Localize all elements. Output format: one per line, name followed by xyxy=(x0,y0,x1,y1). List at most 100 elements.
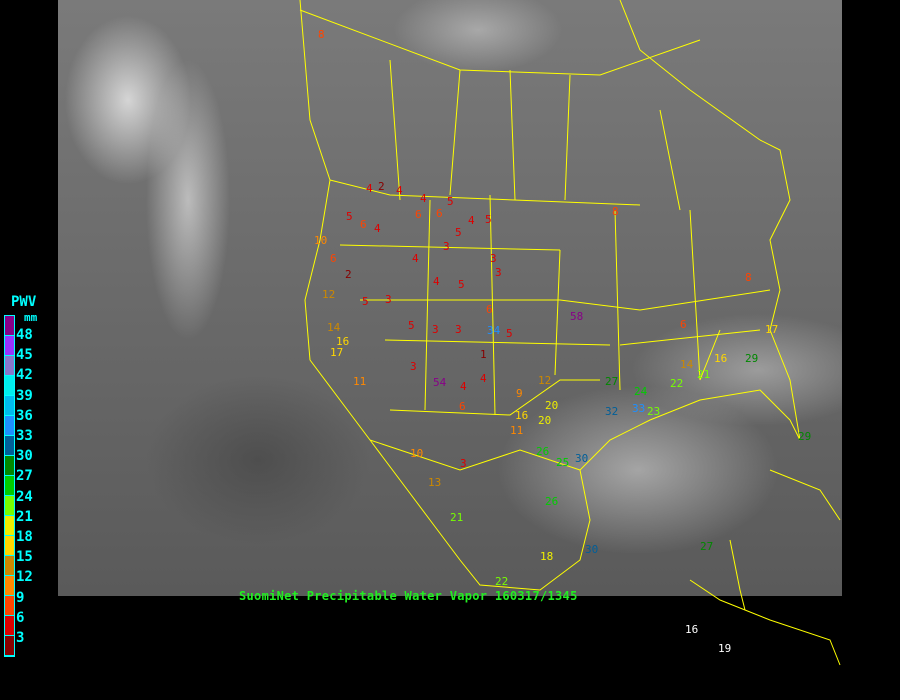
station-pwv-value: 4 xyxy=(480,372,487,385)
legend-label: 39 xyxy=(16,387,33,404)
station-pwv-value: 8 xyxy=(318,28,325,41)
station-pwv-value: 2 xyxy=(345,268,352,281)
station-pwv-value: 26 xyxy=(545,495,558,508)
legend-label: 9 xyxy=(16,589,25,606)
station-pwv-value: 5 xyxy=(458,278,465,291)
legend-label: 18 xyxy=(16,529,33,545)
station-pwv-value: 3 xyxy=(443,240,450,253)
legend-swatch xyxy=(5,556,14,576)
station-pwv-value: 4 xyxy=(412,252,419,265)
station-pwv-value: 4 xyxy=(374,222,381,235)
legend-label: 3 xyxy=(16,630,25,646)
pwv-color-legend xyxy=(4,315,15,657)
station-pwv-value: 21 xyxy=(697,368,710,381)
station-pwv-value: 14 xyxy=(680,358,694,371)
station-pwv-value: 1 xyxy=(480,348,487,361)
legend-label: 33 xyxy=(16,428,33,444)
boundary-line xyxy=(554,249,561,376)
boundary-line xyxy=(424,199,431,411)
station-pwv-value: 19 xyxy=(718,642,731,655)
station-pwv-value: 3 xyxy=(432,323,439,336)
boundary-line xyxy=(489,194,496,416)
boundary-line xyxy=(689,579,841,666)
legend-swatch xyxy=(5,596,14,616)
station-pwv-value: 4 xyxy=(433,275,440,288)
boundary-line xyxy=(619,329,761,346)
legend-label: 30 xyxy=(16,448,33,465)
boundary-line xyxy=(299,9,701,76)
boundary-line xyxy=(449,69,461,196)
station-pwv-value: 5 xyxy=(485,213,492,226)
boundary-line xyxy=(360,299,641,311)
legend-swatch xyxy=(5,316,14,336)
station-pwv-value: 5 xyxy=(346,210,353,223)
station-pwv-value: 27 xyxy=(605,375,618,388)
legend-swatch xyxy=(5,376,14,396)
station-pwv-value: 5 xyxy=(455,226,462,239)
boundary-line xyxy=(509,69,516,201)
legend-label: 21 xyxy=(16,508,33,525)
station-pwv-value: 18 xyxy=(540,550,553,563)
legend-swatch xyxy=(5,516,14,536)
legend-title: PWV xyxy=(11,294,37,310)
map-title: SuomiNet Precipitable Water Vapor 160317… xyxy=(239,589,578,603)
boundary-line xyxy=(389,379,600,416)
station-pwv-value: 17 xyxy=(330,346,343,359)
station-pwv-value: 12 xyxy=(538,374,551,387)
station-pwv-value: 14 xyxy=(327,321,341,334)
legend-label: 6 xyxy=(16,609,25,626)
legend-label: 45 xyxy=(16,347,33,364)
station-pwv-value: 3 xyxy=(410,360,417,373)
station-pwv-value: 8 xyxy=(612,205,619,218)
station-pwv-value: 29 xyxy=(745,352,758,365)
station-pwv-value: 21 xyxy=(450,511,463,524)
boundary-line xyxy=(639,289,771,311)
station-pwv-value: 22 xyxy=(495,575,508,588)
legend-swatch xyxy=(5,536,14,556)
boundary-line xyxy=(659,109,681,211)
station-pwv-value: 30 xyxy=(585,543,598,556)
legend-swatch xyxy=(5,636,14,656)
legend-label: 12 xyxy=(16,569,33,586)
legend-swatch xyxy=(5,336,14,356)
boundary-line xyxy=(689,209,721,381)
station-pwv-value: 12 xyxy=(322,288,335,301)
satellite-map xyxy=(58,0,842,596)
station-pwv-value: 17 xyxy=(765,323,778,336)
boundary-line xyxy=(369,439,581,471)
station-pwv-value: 4 xyxy=(396,184,403,197)
boundary-line xyxy=(299,0,801,591)
legend-label: 36 xyxy=(16,407,33,424)
station-pwv-value: 5 xyxy=(447,195,454,208)
station-pwv-value: 25 xyxy=(556,456,569,469)
station-pwv-value: 32 xyxy=(605,405,618,418)
legend-swatch xyxy=(5,356,14,376)
station-pwv-value: 54 xyxy=(433,376,447,389)
station-pwv-value: 20 xyxy=(538,414,551,427)
station-pwv-value: 20 xyxy=(545,399,558,412)
station-pwv-value: 6 xyxy=(330,252,337,265)
station-pwv-value: 24 xyxy=(634,385,648,398)
station-pwv-value: 6 xyxy=(415,208,422,221)
boundary-line xyxy=(339,244,561,251)
legend-swatch xyxy=(5,456,14,476)
boundary-line xyxy=(729,539,746,611)
station-pwv-value: 6 xyxy=(486,303,493,316)
station-pwv-value: 9 xyxy=(516,387,523,400)
legend-label: 24 xyxy=(16,488,33,505)
station-pwv-value: 22 xyxy=(670,377,683,390)
legend-swatch xyxy=(5,576,14,596)
station-pwv-value: 34 xyxy=(487,324,501,337)
station-pwv-value: 11 xyxy=(353,375,366,388)
boundary-line xyxy=(384,339,611,346)
legend-swatch xyxy=(5,616,14,636)
boundary-line xyxy=(619,0,761,141)
legend-swatch xyxy=(5,476,14,496)
station-pwv-value: 13 xyxy=(428,476,441,489)
station-pwv-value: 3 xyxy=(455,323,462,336)
station-pwv-value: 16 xyxy=(336,335,349,348)
station-pwv-value: 5 xyxy=(506,327,513,340)
station-pwv-value: 4 xyxy=(460,380,467,393)
station-pwv-value: 5 xyxy=(362,295,369,308)
